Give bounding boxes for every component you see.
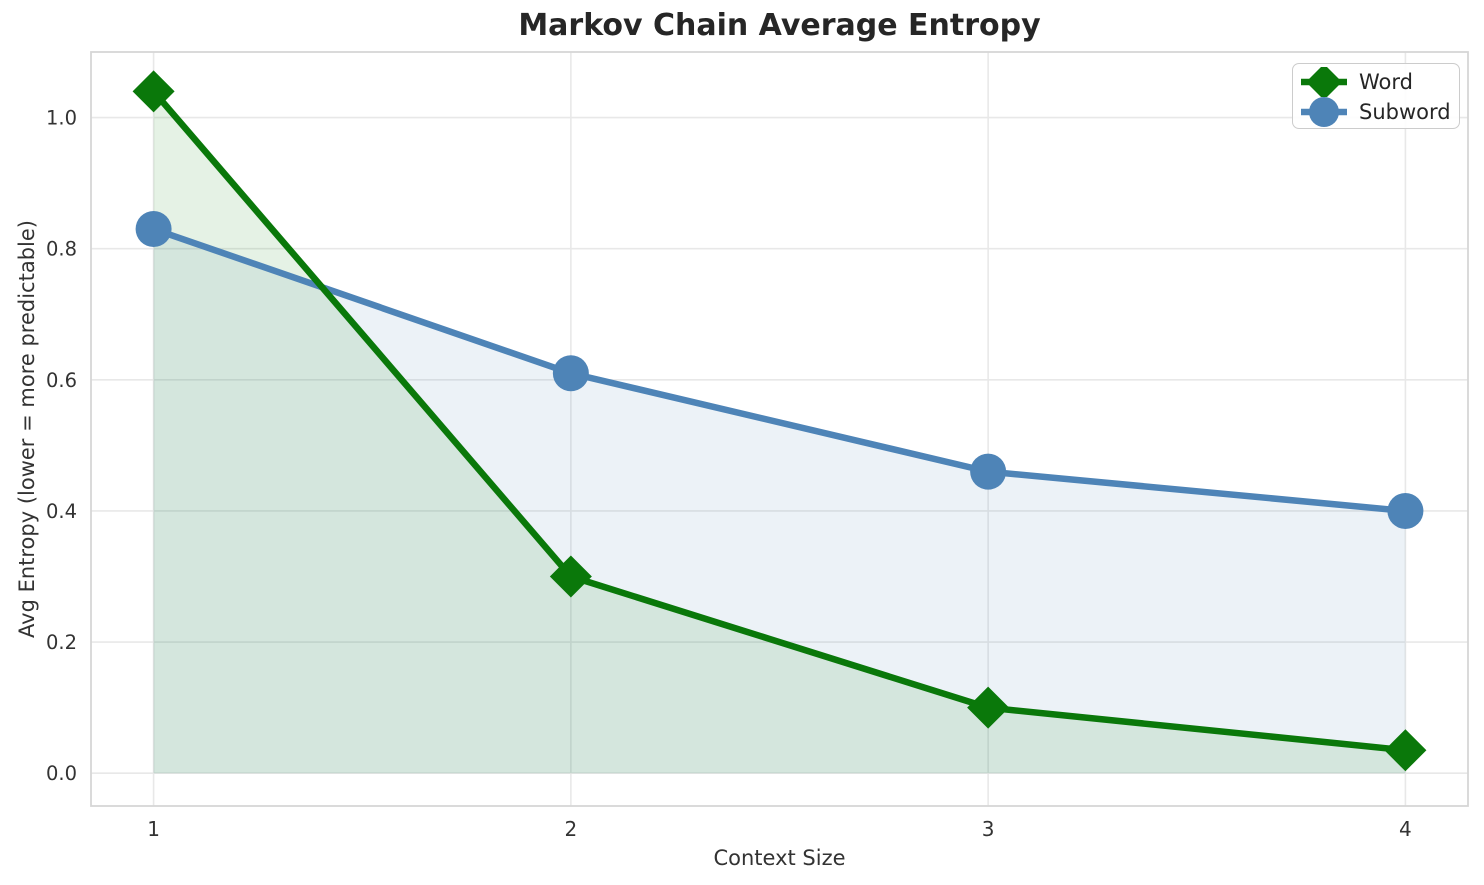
subword-data-point xyxy=(552,355,589,392)
subword-circle-icon xyxy=(1301,97,1347,127)
legend-item-word: Word xyxy=(1299,67,1453,97)
legend-label-word: Word xyxy=(1359,70,1413,94)
subword-data-point xyxy=(135,211,172,248)
y-tick-label: 0.2 xyxy=(46,631,77,654)
legend-item-subword: Subword xyxy=(1299,97,1453,127)
legend: Word Subword xyxy=(1292,63,1460,129)
plot-border xyxy=(90,51,1469,807)
x-tick-label: 2 xyxy=(564,817,577,841)
y-tick-label: 0.0 xyxy=(46,762,77,785)
series-lines xyxy=(150,88,1409,754)
x-tick-label: 1 xyxy=(147,817,160,841)
word-data-point xyxy=(967,686,1010,729)
word-data-point xyxy=(1384,729,1427,772)
x-tick-label: 3 xyxy=(982,817,995,841)
legend-label-subword: Subword xyxy=(1359,100,1451,124)
x-tick-label: 4 xyxy=(1399,817,1412,841)
area-fills xyxy=(153,91,1406,774)
y-tick-labels: 0.0 0.2 0.4 0.6 0.8 1.0 xyxy=(46,107,77,786)
subword-data-point xyxy=(970,453,1007,490)
word-data-point xyxy=(549,555,592,598)
y-tick-label: 0.8 xyxy=(46,238,77,261)
y-tick-label: 1.0 xyxy=(46,107,77,130)
word-diamond-icon xyxy=(1301,67,1347,97)
word-data-point xyxy=(132,70,175,113)
y-tick-label: 0.6 xyxy=(46,369,77,392)
y-tick-label: 0.4 xyxy=(46,500,77,523)
series-markers xyxy=(132,70,1427,772)
chart-title: Markov Chain Average Entropy xyxy=(518,8,1041,43)
x-axis-label: Context Size xyxy=(713,846,846,870)
subword-data-point xyxy=(1387,492,1424,529)
x-tick-labels: 1 2 3 4 xyxy=(147,817,1412,841)
